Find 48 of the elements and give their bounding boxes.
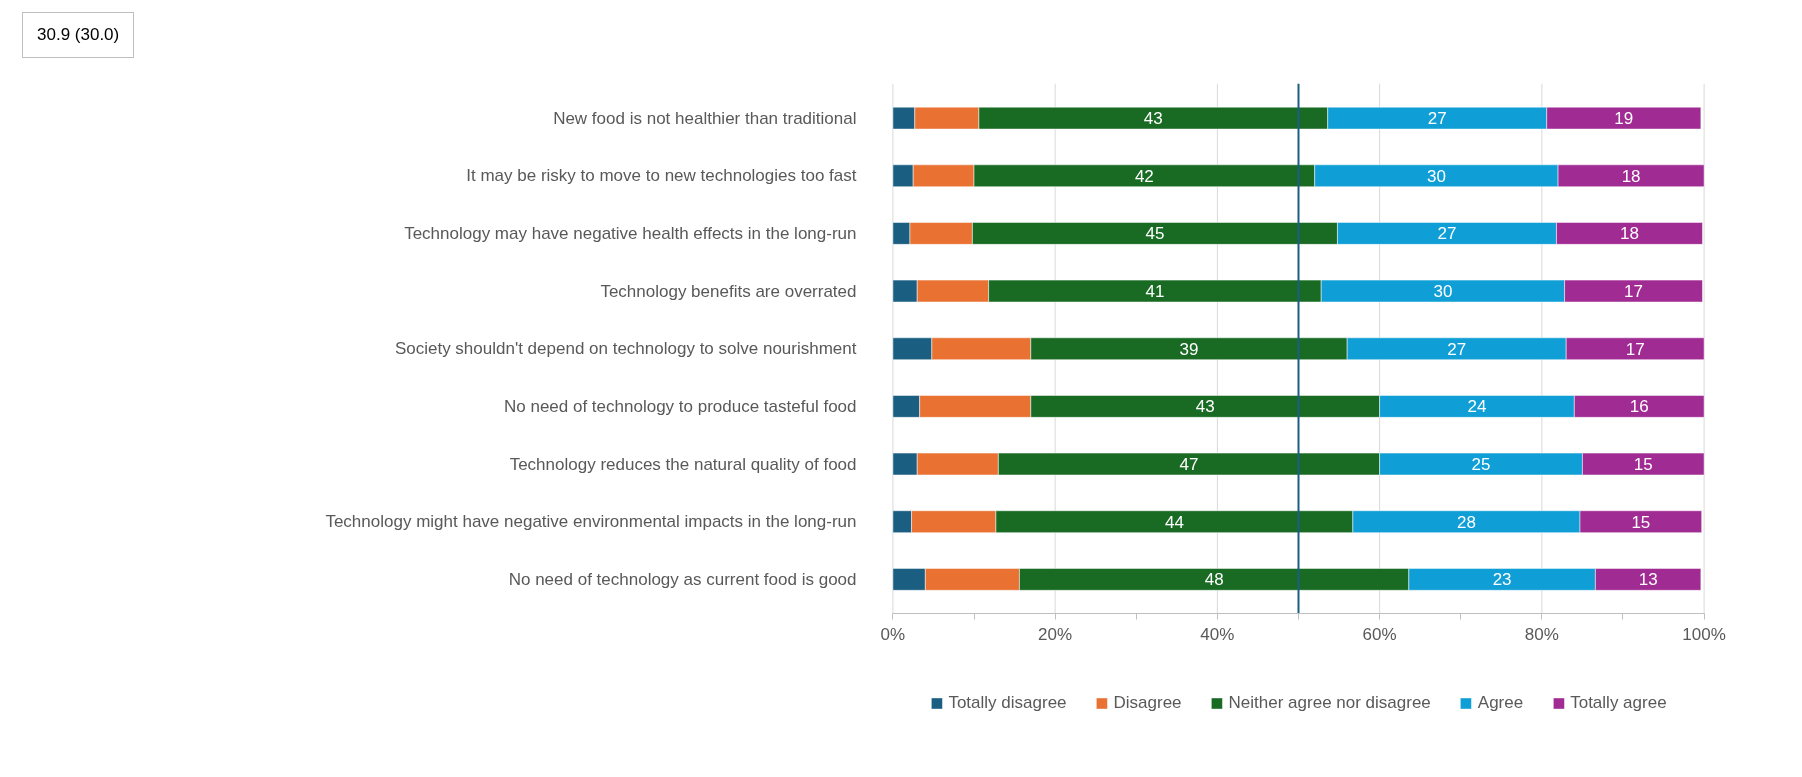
y-tick-label: Technology might have negative environmental impacts in the long-run: [325, 512, 857, 532]
data-label: 25: [1471, 455, 1491, 475]
data-label: 27: [1447, 340, 1467, 360]
y-tick-label: New food is not healthier than traditional: [553, 108, 857, 128]
data-label: 17: [1625, 340, 1645, 360]
x-tick-label: 100%: [1682, 625, 1726, 645]
data-label: 16: [1629, 397, 1649, 417]
data-label: 19: [1614, 109, 1634, 129]
data-label: 30: [1433, 282, 1453, 302]
y-tick-label: Technology reduces the natural quality of food: [509, 454, 857, 474]
y-tick-label: Society shouldn't depend on technology to solve nourishment: [394, 339, 857, 359]
data-label: 24: [1467, 397, 1487, 417]
data-label: 43: [1195, 397, 1215, 417]
data-label: 47: [1179, 455, 1199, 475]
data-label: 18: [1620, 224, 1639, 244]
y-tick-label: No need of technology as current food is good: [508, 570, 857, 590]
y-tick-label: Technology may have negative health effects in the long-run: [404, 224, 857, 244]
data-label: 23: [1492, 570, 1512, 590]
x-tick-label: 0%: [880, 625, 906, 645]
legend-label: Totally disagree: [948, 693, 1067, 714]
data-label: 43: [1143, 109, 1163, 129]
data-label: 44: [1164, 512, 1184, 532]
x-tick-label: 20%: [1038, 625, 1073, 645]
y-tick-label: Technology benefits are overrated: [600, 281, 857, 301]
x-tick-label: 60%: [1362, 625, 1397, 645]
legend-label: Neither agree nor disagree: [1228, 693, 1431, 714]
y-tick-label: It may be risky to move to new technologies too fast: [466, 166, 857, 186]
data-label: 27: [1437, 224, 1457, 244]
data-label: 17: [1624, 282, 1643, 302]
data-label: 30: [1426, 167, 1446, 187]
legend-label: Disagree: [1113, 693, 1182, 714]
data-label: 28: [1456, 512, 1476, 532]
data-label: 48: [1204, 570, 1224, 590]
data-label: 13: [1638, 570, 1658, 590]
legend-label: Agree: [1477, 693, 1524, 714]
data-label: 45: [1145, 224, 1165, 244]
text: 30.9 (30.0): [37, 24, 120, 46]
legend-label: Totally agree: [1570, 693, 1667, 714]
data-label: 27: [1427, 109, 1447, 129]
data-label: 39: [1179, 340, 1199, 360]
x-tick-label: 40%: [1200, 625, 1235, 645]
y-tick-label: No need of technology to produce tasteful food: [503, 397, 857, 417]
data-label: 15: [1631, 512, 1651, 532]
data-label: 15: [1633, 455, 1653, 475]
data-label: 41: [1145, 282, 1165, 302]
data-label: 42: [1134, 167, 1154, 187]
data-label: 18: [1621, 167, 1641, 187]
x-tick-label: 80%: [1524, 625, 1559, 645]
